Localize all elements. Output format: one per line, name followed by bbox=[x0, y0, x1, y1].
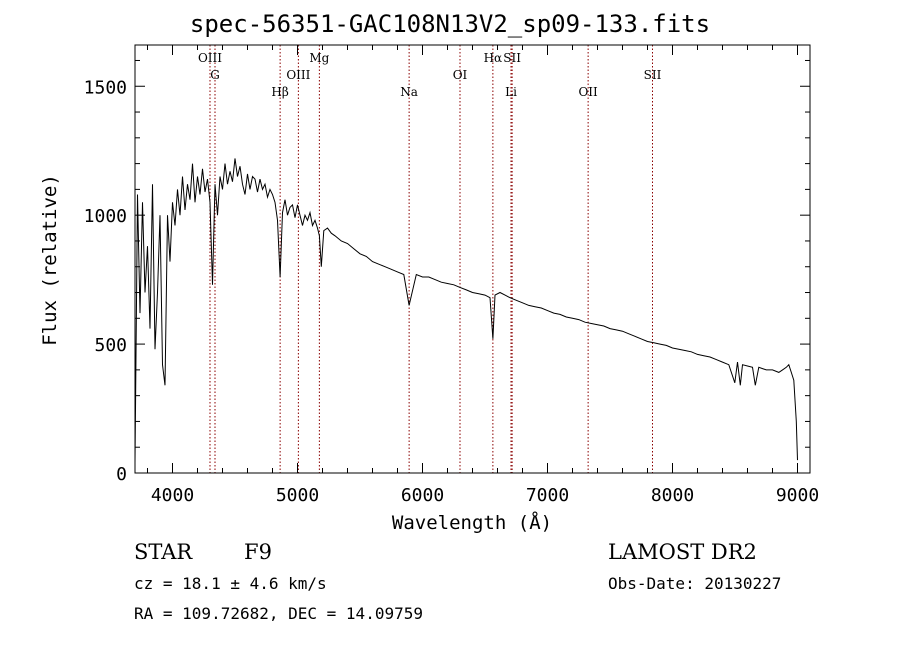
y-tick-label: 500 bbox=[94, 335, 127, 356]
emission-line-label: OII bbox=[578, 85, 598, 99]
emission-line-markers bbox=[209, 45, 653, 473]
chart-title: spec-56351-GAC108N13V2_sp09-133.fits bbox=[189, 10, 711, 38]
emission-line-label: Hβ bbox=[271, 85, 288, 99]
y-axis-label: Flux (relative) bbox=[39, 174, 61, 346]
ra-dec: RA = 109.72682, DEC = 14.09759 bbox=[134, 604, 423, 623]
redshift-cz: cz = 18.1 ± 4.6 km/s bbox=[134, 574, 327, 593]
x-tick-label: 6000 bbox=[401, 485, 444, 506]
y-axis-ticks: 0 500 1000 1500 bbox=[84, 59, 810, 485]
observation-date: Obs-Date: 20130227 bbox=[608, 574, 782, 593]
object-subclass: F9 bbox=[244, 540, 272, 564]
y-tick-label: 1000 bbox=[84, 206, 127, 227]
survey-name: LAMOST DR2 bbox=[608, 540, 757, 564]
x-axis-label: Wavelength (Å) bbox=[392, 511, 552, 534]
spectrum-line bbox=[134, 158, 798, 463]
emission-line-label: SII bbox=[644, 68, 662, 82]
x-tick-label: 9000 bbox=[776, 485, 819, 506]
object-class: STAR bbox=[134, 540, 193, 564]
x-tick-label: 7000 bbox=[526, 485, 569, 506]
emission-line-label: OIII bbox=[286, 68, 310, 82]
y-tick-label: 0 bbox=[116, 464, 127, 485]
emission-line-label: Hα bbox=[484, 51, 503, 65]
x-axis-ticks: 4000 5000 6000 7000 8000 9000 bbox=[147, 45, 819, 506]
emission-line-label: SII bbox=[503, 51, 521, 65]
x-tick-label: 8000 bbox=[651, 485, 694, 506]
emission-line-label: Mg bbox=[309, 51, 329, 65]
emission-line-label: G bbox=[210, 68, 220, 82]
emission-line-label: Na bbox=[400, 85, 418, 99]
emission-line-label: OIII bbox=[198, 51, 222, 65]
emission-line-label: Li bbox=[505, 85, 517, 99]
x-tick-label: 5000 bbox=[276, 485, 319, 506]
plot-frame bbox=[134, 44, 811, 474]
emission-line-label: OI bbox=[453, 68, 468, 82]
y-tick-label: 1500 bbox=[84, 77, 127, 98]
x-tick-label: 4000 bbox=[151, 485, 194, 506]
